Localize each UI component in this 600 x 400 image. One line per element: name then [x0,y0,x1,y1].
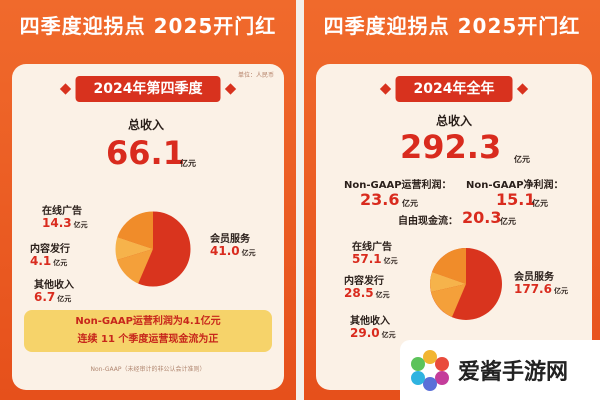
segment-content-label: 内容发行 [344,276,384,287]
headline: 四季度迎拐点 2025开门红 [323,14,581,38]
op-profit-value: 23.6 [360,190,400,209]
watermark-text: 爱酱手游网 [458,360,569,385]
pie-other [431,284,466,317]
segment-ads-label: 在线广告 [352,242,392,253]
segment-other-value: 6.7 亿元 [34,290,72,304]
total-label: 总收入 [128,118,165,132]
total-unit: 亿元 [514,155,530,164]
total-value: 292.3 [400,128,502,166]
net-profit-unit: 亿元 [532,199,548,208]
left-panel: 四季度迎拐点 2025开门红 单位：人民币 2024年第四季度 总收入 66.1… [0,0,296,400]
segment-member-value: 177.6 亿元 [514,282,568,296]
watermark-logo: 爱酱手游网 [400,340,600,400]
segment-member-value: 41.0 亿元 [210,244,256,258]
note-line-2: 连续 11 个季度运营现金流为正 [77,334,219,345]
fcf-label: 自由现金流： [398,216,458,227]
net-profit-label: Non-GAAP净利润： [466,180,564,191]
panel-divider [296,0,304,400]
annual-card: 2024年全年 总收入 292.3 亿元 Non-GAAP运营利润： 23.6 … [316,64,592,390]
note-line-1: Non-GAAP运营利润为4.1亿元 [75,316,221,327]
revenue-pie [114,210,192,288]
pie-content [115,237,153,260]
headline: 四季度迎拐点 2025开门红 [19,14,277,38]
segment-member-label: 会员服务 [210,234,250,245]
segment-content-value: 28.5 亿元 [344,286,390,300]
source-note: 单位：人民币 [237,72,274,79]
total-unit: 亿元 [180,159,196,168]
revenue-pie [430,247,502,320]
highlight-note: Non-GAAP运营利润为4.1亿元 连续 11 个季度运营现金流为正 [24,310,272,352]
segment-ads-value: 14.3 亿元 [42,216,88,230]
footnote: Non-GAAP（未经审计的非公认会计准则） [90,366,206,373]
segment-other-label: 其他收入 [34,280,74,291]
net-profit-value: 15.1 [496,190,536,209]
segment-ads-value: 57.1 亿元 [352,252,398,266]
segment-content-label: 内容发行 [30,244,70,255]
flower-icon [411,350,449,391]
q4-card: 单位：人民币 2024年第四季度 总收入 66.1 亿元 在线广告 14.3 亿元… [12,64,284,390]
segment-content-value: 4.1 亿元 [30,254,68,268]
fcf-unit: 亿元 [500,217,516,226]
ribbon-title: 2024年第四季度 [75,76,221,102]
segment-other-label: 其他收入 [350,316,390,327]
pie-ads [432,247,466,284]
segment-other-value: 29.0 亿元 [350,326,396,340]
segment-member-label: 会员服务 [514,272,554,283]
pie-ads [117,211,153,249]
op-profit-label: Non-GAAP运营利润： [344,180,452,191]
total-value: 66.1 [106,134,185,172]
segment-ads-label: 在线广告 [42,206,82,217]
fcf-value: 20.3 [462,208,502,227]
total-label: 总收入 [436,114,473,128]
ribbon-title: 2024年全年 [395,76,513,102]
right-panel: 四季度迎拐点 2025开门红 2024年全年 总收入 292.3 亿元 Non-… [304,0,600,400]
pie-content [430,272,466,292]
op-profit-unit: 亿元 [402,199,418,208]
